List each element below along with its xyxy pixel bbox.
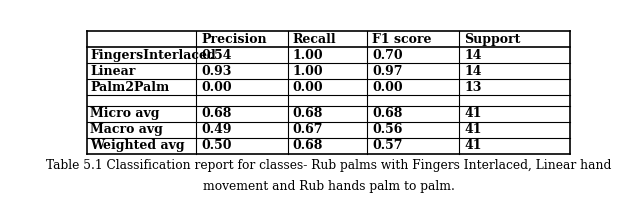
Text: Table 5.1 Classification report for classes- Rub palms with Fingers Interlaced, : Table 5.1 Classification report for clas…: [46, 159, 611, 172]
Text: 14: 14: [464, 49, 481, 62]
Text: 41: 41: [464, 123, 481, 136]
Text: 0.54: 0.54: [201, 49, 232, 62]
Text: 0.67: 0.67: [292, 123, 323, 136]
Text: 0.68: 0.68: [201, 107, 232, 120]
Text: 0.70: 0.70: [372, 49, 403, 62]
Text: 0.00: 0.00: [201, 81, 232, 94]
Text: 13: 13: [464, 81, 481, 94]
Text: Precision: Precision: [201, 33, 267, 46]
Text: Palm2Palm: Palm2Palm: [90, 81, 170, 94]
Text: 41: 41: [464, 107, 481, 120]
Text: 0.00: 0.00: [372, 81, 403, 94]
Text: 0.50: 0.50: [201, 139, 232, 152]
Text: Micro avg: Micro avg: [90, 107, 160, 120]
Text: 0.97: 0.97: [372, 65, 403, 78]
Text: 0.68: 0.68: [372, 107, 403, 120]
Text: 0.49: 0.49: [201, 123, 232, 136]
Text: 14: 14: [464, 65, 481, 78]
Text: F1 score: F1 score: [372, 33, 432, 46]
Text: 0.00: 0.00: [292, 81, 323, 94]
Text: Macro avg: Macro avg: [90, 123, 163, 136]
Text: FingersInterlaced: FingersInterlaced: [90, 49, 216, 62]
Text: 1.00: 1.00: [292, 49, 323, 62]
Text: movement and Rub hands palm to palm.: movement and Rub hands palm to palm.: [203, 180, 454, 193]
Text: 41: 41: [464, 139, 481, 152]
Text: 0.57: 0.57: [372, 139, 403, 152]
Text: Weighted avg: Weighted avg: [90, 139, 185, 152]
Text: 0.68: 0.68: [292, 107, 323, 120]
Text: Support: Support: [464, 33, 520, 46]
Text: 0.56: 0.56: [372, 123, 403, 136]
Text: 0.68: 0.68: [292, 139, 323, 152]
Text: 1.00: 1.00: [292, 65, 323, 78]
Text: Recall: Recall: [292, 33, 336, 46]
Text: Linear: Linear: [90, 65, 136, 78]
Text: 0.93: 0.93: [201, 65, 232, 78]
